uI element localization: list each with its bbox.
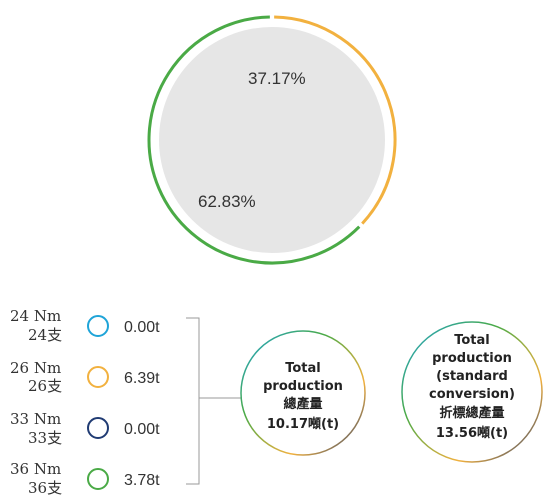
donut-segment-0 (274, 15, 397, 225)
legend-item-36nm: 36 Nm 36支 3.78t (10, 460, 160, 497)
total-line-4: 10.17噸(t) (267, 416, 339, 432)
legend-nm-label: 33 Nm (10, 410, 61, 428)
legend-zh-label: 33支 (28, 429, 62, 447)
total-production-standard: Total production (standard conversion) 折… (401, 321, 543, 463)
legend-value: 3.78t (124, 472, 160, 489)
standard-line-1: Total (454, 333, 490, 348)
donut-ring (147, 15, 397, 265)
legend-zh-label: 26支 (28, 377, 62, 395)
donut-segment-1 (147, 15, 361, 265)
legend-marker (87, 468, 109, 490)
legend-marker (87, 315, 109, 337)
slice-label-36nm: 62.83% (198, 192, 256, 211)
legend-value: 0.00t (124, 319, 160, 336)
legend-marker (87, 417, 109, 439)
standard-line-4: conversion) (429, 387, 515, 402)
total-line-1: Total (285, 361, 321, 376)
legend: 24 Nm 24支 0.00t 26 Nm 26支 6.39t 33 Nm 33… (10, 307, 160, 497)
standard-production-circle (401, 321, 543, 463)
slice-label-26nm: 37.17% (248, 69, 306, 88)
legend-value: 0.00t (124, 421, 160, 438)
standard-line-5: 折標總產量 (439, 405, 504, 421)
legend-item-26nm: 26 Nm 26支 6.39t (10, 359, 160, 395)
standard-line-3: (standard (436, 369, 508, 384)
legend-bracket (186, 317, 242, 485)
legend-item-33nm: 33 Nm 33支 0.00t (10, 410, 160, 447)
total-production-circle (240, 330, 366, 456)
legend-zh-label: 24支 (28, 326, 62, 344)
legend-nm-label: 36 Nm (10, 460, 61, 478)
legend-zh-label: 36支 (28, 479, 62, 497)
total-line-2: production (263, 379, 343, 394)
legend-marker (87, 366, 109, 388)
legend-nm-label: 24 Nm (10, 307, 61, 325)
total-line-3: 總產量 (283, 396, 322, 412)
standard-line-6: 13.56噸(t) (436, 425, 508, 441)
standard-line-2: production (432, 351, 512, 366)
legend-nm-label: 26 Nm (10, 359, 61, 377)
pie-center-disc (159, 27, 385, 253)
legend-item-24nm: 24 Nm 24支 0.00t (10, 307, 160, 344)
legend-value: 6.39t (124, 370, 160, 387)
total-production: Total production 總產量 10.17噸(t) (240, 330, 366, 456)
